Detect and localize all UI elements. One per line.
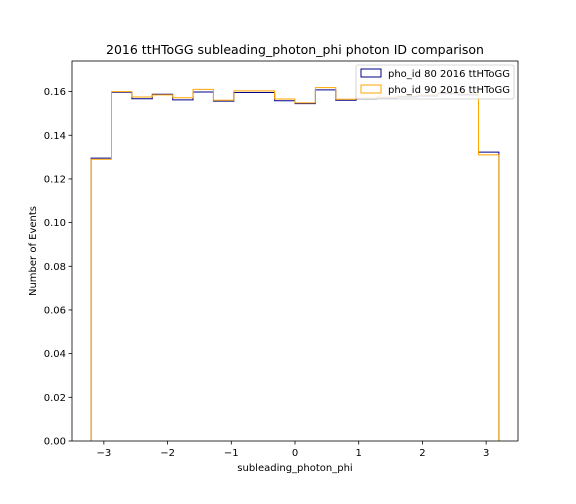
x-tick-label: −2 (160, 448, 175, 459)
y-tick-label: 0.08 (44, 262, 66, 273)
x-axis-label: subleading_photon_phi (237, 463, 352, 474)
y-tick-label: 0.00 (44, 437, 66, 448)
x-axis: −3 −2 −1 0 1 2 3 (96, 441, 489, 459)
y-axis-label: Number of Events (28, 206, 39, 296)
legend-swatch-pho-id-80 (360, 68, 382, 78)
x-tick-label: 2 (419, 448, 425, 459)
y-axis: 0.00 0.02 0.04 0.06 0.08 0.10 0.12 0.14 0.16 (44, 87, 72, 448)
y-tick-label: 0.16 (44, 87, 66, 98)
chart-title: 2016 ttHToGG subleading_photon_phi photo… (106, 42, 484, 57)
y-tick-label: 0.02 (44, 393, 66, 404)
y-tick-label: 0.12 (44, 174, 66, 185)
legend-label-pho-id-90: pho_id 90 2016 ttHToGG (388, 85, 510, 96)
legend-label-pho-id-80: pho_id 80 2016 ttHToGG (388, 69, 510, 80)
plot-background (72, 61, 518, 441)
legend-frame (355, 64, 515, 100)
plot-area (71, 60, 519, 442)
y-tick-label: 0.10 (44, 218, 66, 229)
x-tick-label: 0 (292, 448, 298, 459)
x-tick-label: −3 (96, 448, 111, 459)
x-tick-label: −1 (224, 448, 239, 459)
legend: pho_id 80 2016 ttHToGG pho_id 90 2016 tt… (355, 64, 515, 100)
legend-swatch-pho-id-90 (360, 84, 382, 94)
x-tick-label: 3 (483, 448, 489, 459)
x-tick-label: 1 (356, 448, 362, 459)
y-tick-label: 0.14 (44, 131, 66, 142)
y-tick-label: 0.04 (44, 349, 66, 360)
y-tick-label: 0.06 (44, 305, 66, 316)
